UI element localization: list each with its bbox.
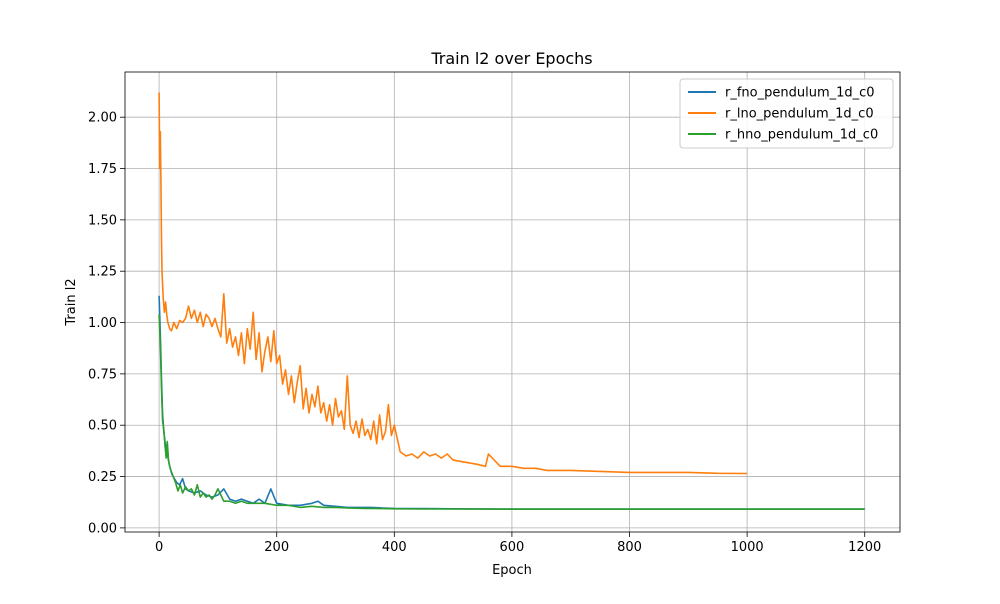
- plot-frame: [124, 71, 901, 533]
- x-tick-label: 0: [155, 540, 163, 555]
- series-line-2: [158, 314, 865, 510]
- y-axis-ticks: 0.00 0.25 0.50 0.75 1.00 1.25 1.50 1.75 2.00: [88, 111, 125, 536]
- y-tick: 1.75: [88, 162, 125, 177]
- x-axis-label: Epoch: [492, 563, 532, 578]
- y-tick-label: 1.00: [88, 316, 117, 331]
- x-tick: 0: [155, 532, 163, 555]
- series-line-1: [158, 92, 748, 475]
- y-tick: 0.25: [88, 470, 125, 485]
- x-tick-label: 1200: [848, 540, 881, 555]
- legend-box: [679, 78, 894, 149]
- y-tick-label: 2.00: [88, 111, 117, 126]
- plot-lines: [158, 92, 865, 510]
- grid: [125, 72, 900, 532]
- y-tick: 1.00: [88, 316, 125, 331]
- y-tick-label: 0.25: [88, 470, 117, 485]
- x-tick: 800: [617, 532, 642, 555]
- y-tick: 0.00: [88, 521, 125, 536]
- y-tick-label: 0.50: [88, 419, 117, 434]
- x-tick-label: 1000: [731, 540, 764, 555]
- legend-label: r_lno_pendulum_1d_c0: [725, 107, 874, 122]
- x-tick-label: 400: [382, 540, 407, 555]
- y-tick: 0.75: [88, 367, 125, 382]
- legend-item: r_lno_pendulum_1d_c0: [688, 107, 874, 122]
- y-tick: 2.00: [88, 111, 125, 126]
- legend-item: r_fno_pendulum_1d_c0: [688, 86, 875, 101]
- y-tick: 0.50: [88, 419, 125, 434]
- y-axis-label: Train l2: [64, 278, 79, 326]
- y-tick-label: 0.75: [88, 367, 117, 382]
- x-tick-label: 800: [617, 540, 642, 555]
- y-tick-label: 1.25: [88, 265, 117, 280]
- x-tick: 200: [264, 532, 289, 555]
- x-tick: 1000: [731, 532, 764, 555]
- x-tick: 600: [499, 532, 524, 555]
- chart-title: Train l2 over Epochs: [430, 49, 592, 68]
- x-tick-label: 200: [264, 540, 289, 555]
- y-tick: 1.25: [88, 265, 125, 280]
- y-tick-label: 1.50: [88, 213, 117, 228]
- x-axis-ticks: 0 200 400 600 800 1000 1200: [155, 532, 881, 555]
- legend-label: r_fno_pendulum_1d_c0: [725, 86, 875, 101]
- x-tick: 400: [382, 532, 407, 555]
- x-tick-label: 600: [499, 540, 524, 555]
- legend-item: r_hno_pendulum_1d_c0: [688, 128, 878, 143]
- y-tick-label: 1.75: [88, 162, 117, 177]
- x-tick: 1200: [848, 532, 881, 555]
- y-tick: 1.50: [88, 213, 125, 228]
- y-tick-label: 0.00: [88, 521, 117, 536]
- legend: r_fno_pendulum_1d_c0 r_lno_pendulum_1d_c0…: [679, 78, 894, 149]
- legend-label: r_hno_pendulum_1d_c0: [725, 128, 878, 143]
